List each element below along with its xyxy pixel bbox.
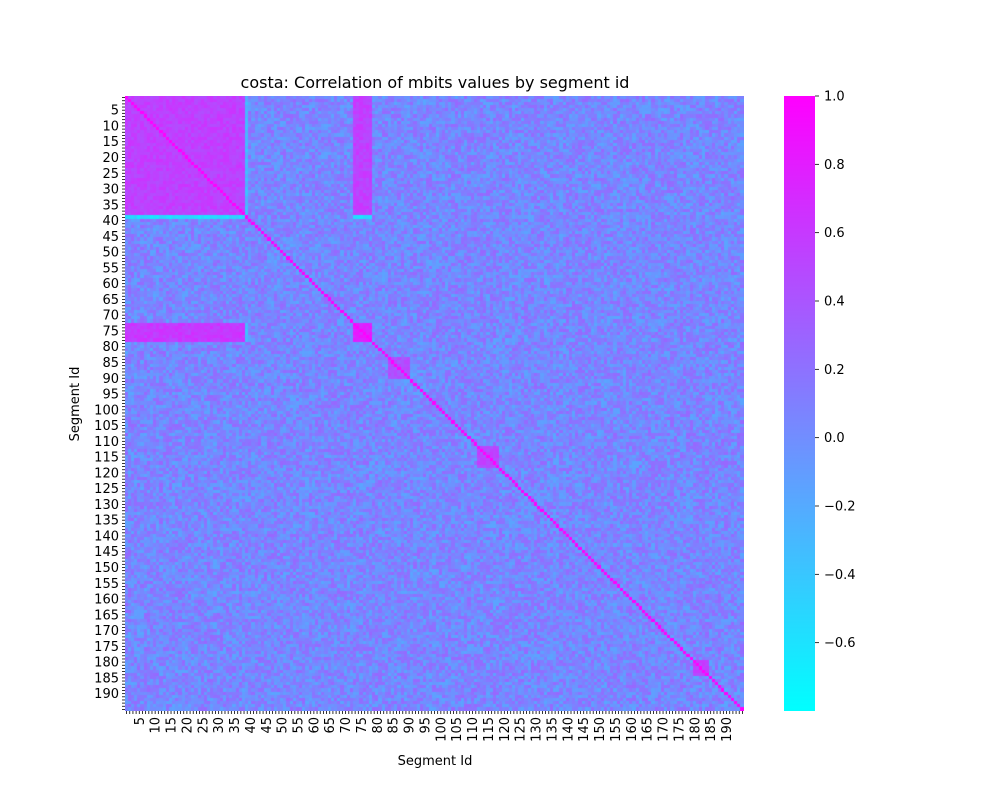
y-tick-label: 45 — [102, 230, 119, 245]
y-tick-label: 40 — [102, 214, 119, 229]
y-tick-label: 15 — [102, 135, 119, 150]
x-tick-label: 85 — [387, 717, 402, 734]
x-tick-label: 185 — [704, 717, 719, 742]
y-tick-label: 60 — [102, 277, 119, 292]
y-tick-label: 80 — [102, 340, 119, 355]
colorbar-ticks: 1.0 0.8 0.6 0.4 0.2 0.0 −0.2 −0.4 −0.6 — [815, 90, 856, 651]
x-tick-label: 35 — [228, 717, 243, 734]
x-tick-label: 65 — [323, 717, 338, 734]
y-tick-label: 50 — [102, 246, 119, 261]
x-tick-label: 190 — [720, 717, 735, 742]
x-tick-label: 55 — [292, 717, 307, 734]
y-tick-label: 190 — [94, 687, 119, 702]
y-tick-label: 130 — [94, 498, 119, 513]
y-axis-ticks: 5101520253035404550556065707580859095100… — [94, 97, 125, 710]
x-tick-label: 180 — [688, 717, 703, 742]
colorbar-tick-label: −0.6 — [824, 636, 856, 651]
y-tick-label: 175 — [94, 640, 119, 655]
x-tick-label: 165 — [641, 717, 656, 742]
colorbar-tick-label: 0.4 — [824, 295, 845, 310]
y-tick-label: 70 — [102, 309, 119, 324]
x-tick-label: 170 — [657, 717, 672, 742]
y-tick-label: 5 — [111, 104, 119, 119]
x-tick-label: 80 — [371, 717, 386, 734]
y-tick-label: 115 — [94, 451, 119, 466]
y-tick-label: 30 — [102, 183, 119, 198]
y-tick-label: 10 — [102, 119, 119, 134]
y-tick-label: 35 — [102, 198, 119, 213]
y-tick-label: 170 — [94, 624, 119, 639]
colorbar-tick-label: 0.2 — [824, 363, 845, 378]
x-tick-label: 120 — [498, 717, 513, 742]
x-tick-label: 5 — [133, 717, 148, 725]
y-tick-label: 110 — [94, 435, 119, 450]
y-tick-label: 95 — [102, 388, 119, 403]
chart-title: costa: Correlation of mbits values by se… — [241, 73, 630, 92]
y-tick-label: 55 — [102, 261, 119, 276]
x-tick-label: 95 — [418, 717, 433, 734]
x-tick-label: 140 — [561, 717, 576, 742]
colorbar-tick-label: −0.2 — [824, 500, 856, 515]
y-tick-label: 25 — [102, 167, 119, 182]
x-tick-label: 115 — [482, 717, 497, 742]
colorbar-tick-label: −0.4 — [824, 568, 856, 583]
colorbar-tick-label: 1.0 — [824, 90, 845, 105]
x-tick-label: 150 — [593, 717, 608, 742]
y-tick-label: 150 — [94, 561, 119, 576]
y-tick-label: 100 — [94, 403, 119, 418]
x-tick-label: 145 — [577, 717, 592, 742]
y-tick-label: 165 — [94, 608, 119, 623]
x-tick-label: 105 — [450, 717, 465, 742]
x-tick-label: 50 — [276, 717, 291, 734]
y-tick-label: 75 — [102, 324, 119, 339]
x-tick-label: 100 — [434, 717, 449, 742]
y-axis-label: Segment Id — [68, 367, 83, 442]
y-tick-label: 135 — [94, 514, 119, 529]
y-tick-label: 145 — [94, 545, 119, 560]
x-tick-label: 125 — [514, 717, 529, 742]
colorbar-tick-label: 0.8 — [824, 158, 845, 173]
colorbar-tick-label: 0.0 — [824, 431, 845, 446]
x-tick-label: 45 — [260, 717, 275, 734]
x-axis-ticks: 5 10 15 20 25 30 35 40 45 50 55 60 65 70 75 80 85 90 95 100… — [126, 711, 743, 742]
x-tick-label: 10 — [149, 717, 164, 734]
x-tick-label: 70 — [339, 717, 354, 734]
x-tick-label: 60 — [307, 717, 322, 734]
x-tick-label: 155 — [609, 717, 624, 742]
y-tick-label: 20 — [102, 151, 119, 166]
x-tick-label: 110 — [466, 717, 481, 742]
x-tick-label: 130 — [530, 717, 545, 742]
y-tick-label: 160 — [94, 593, 119, 608]
x-tick-label: 90 — [403, 717, 418, 734]
y-tick-label: 125 — [94, 482, 119, 497]
y-tick-label: 65 — [102, 293, 119, 308]
y-tick-label: 105 — [94, 419, 119, 434]
y-tick-label: 120 — [94, 466, 119, 481]
colorbar-tick-label: 0.6 — [824, 226, 845, 241]
y-tick-label: 85 — [102, 356, 119, 371]
x-axis-label: Segment Id — [398, 754, 473, 769]
x-tick-label: 40 — [244, 717, 259, 734]
x-tick-label: 135 — [545, 717, 560, 742]
y-tick-label: 90 — [102, 372, 119, 387]
x-tick-label: 30 — [212, 717, 227, 734]
x-tick-label: 175 — [672, 717, 687, 742]
heatmap-cells — [125, 96, 744, 711]
x-tick-label: 20 — [180, 717, 195, 734]
y-tick-label: 180 — [94, 656, 119, 671]
x-tick-label: 160 — [625, 717, 640, 742]
y-tick-label: 185 — [94, 671, 119, 686]
x-tick-label: 75 — [355, 717, 370, 734]
y-tick-label: 140 — [94, 529, 119, 544]
colorbar — [784, 96, 815, 711]
x-tick-label: 15 — [165, 717, 180, 734]
y-tick-label: 155 — [94, 577, 119, 592]
x-tick-label: 25 — [196, 717, 211, 734]
